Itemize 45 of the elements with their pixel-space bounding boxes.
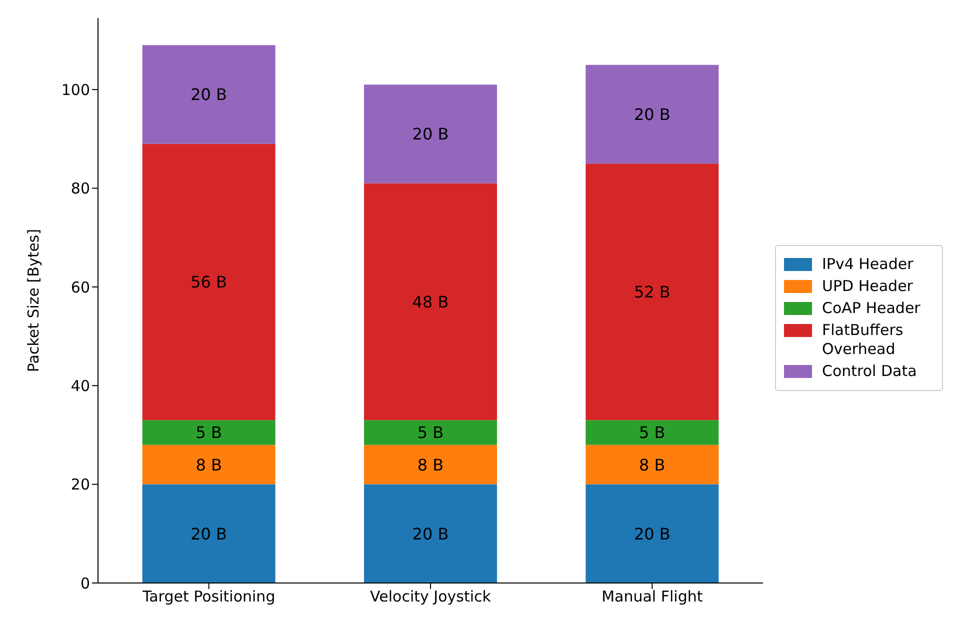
data-label: 8 B — [196, 455, 222, 474]
data-label: 20 B — [412, 124, 449, 144]
data-label: 20 B — [634, 104, 670, 124]
bar — [586, 444, 719, 484]
bar — [142, 420, 276, 445]
bar — [586, 420, 719, 445]
y-tick-label: 60 — [70, 278, 90, 296]
bar — [364, 484, 497, 583]
data-label: 52 B — [634, 282, 670, 302]
data-label: 20 B — [190, 524, 228, 544]
y-axis-title: Packet Size [Bytes] — [24, 228, 42, 372]
bar — [142, 45, 276, 144]
y-tick-label: 0 — [80, 574, 90, 592]
y-tick-label: 80 — [70, 180, 90, 198]
data-label: 48 B — [412, 292, 449, 312]
bar — [364, 420, 497, 445]
data-label: 56 B — [190, 272, 228, 292]
bar — [142, 484, 276, 583]
data-label: 20 B — [634, 524, 670, 544]
y-tick-label: 40 — [70, 376, 90, 395]
data-label: 8 B — [639, 455, 666, 474]
data-label: 20 B — [190, 85, 228, 104]
y-tick-label: 100 — [61, 80, 90, 99]
legend-label: Control Data — [822, 362, 918, 381]
x-tick-label: Manual Flight — [602, 588, 703, 606]
legend-label: FlatBuffers Overhead — [822, 321, 904, 359]
data-label: 5 B — [196, 423, 222, 442]
bar — [142, 444, 276, 484]
x-tick-label: Velocity Joystick — [370, 588, 492, 606]
bar — [364, 444, 497, 484]
bar — [586, 164, 719, 420]
bar — [364, 183, 497, 420]
bar — [142, 144, 276, 420]
y-tick-label: 20 — [70, 476, 90, 494]
data-label: 5 B — [639, 423, 666, 442]
x-tick-label: Target Positioning — [141, 588, 276, 606]
legend-label: CoAP Header — [822, 299, 922, 318]
data-label: 20 B — [412, 524, 449, 544]
bar — [364, 84, 497, 184]
bar — [586, 484, 719, 583]
data-label: 5 B — [417, 423, 444, 442]
legend-label: IPv4 Header — [822, 255, 914, 274]
bar — [586, 64, 719, 164]
data-label: 8 B — [417, 455, 444, 474]
legend-label: UPD Header — [822, 277, 914, 296]
